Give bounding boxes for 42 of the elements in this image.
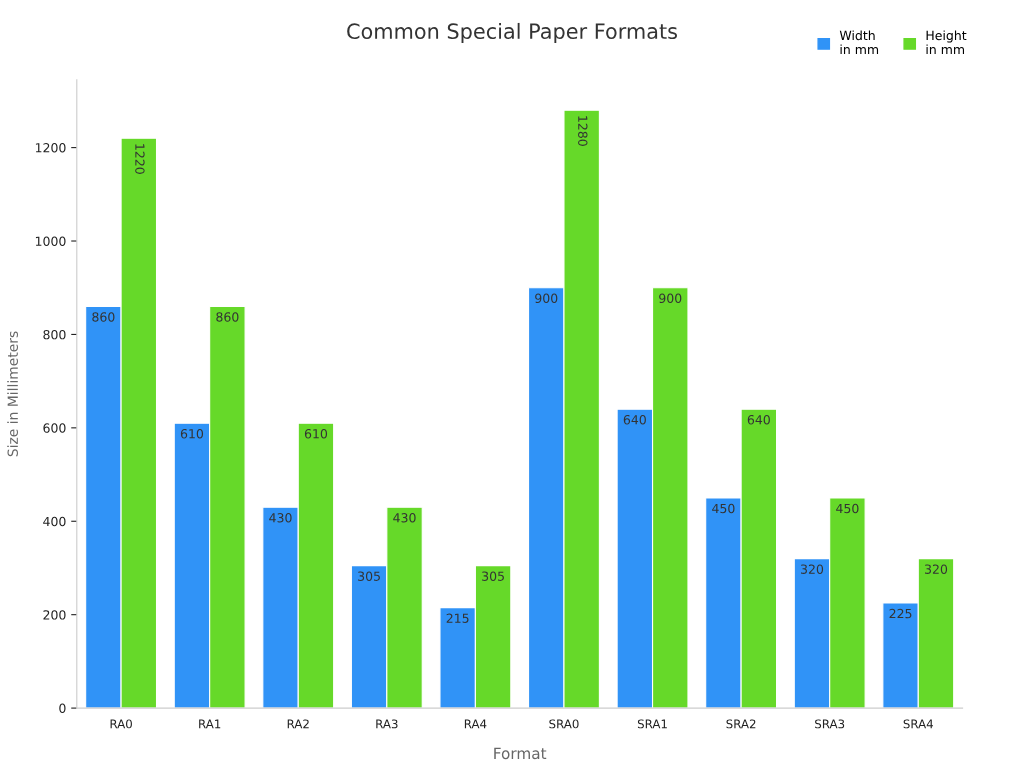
data-label: 610 [304, 429, 328, 439]
x-tick-label: RA4 [464, 719, 487, 729]
x-axis-title: Format [494, 747, 547, 760]
data-label: 215 [446, 613, 469, 623]
data-label: 640 [747, 414, 770, 425]
data-label: 610 [180, 429, 204, 439]
y-tick-label: 800 [43, 329, 66, 340]
y-tick-label: 200 [43, 610, 66, 620]
y-axis-title: Size in Millimeters [7, 331, 18, 457]
legend-label: Height in mm [926, 30, 967, 54]
legend-label: Width in mm [839, 30, 879, 54]
x-tick-label: SRA2 [726, 719, 756, 729]
x-tick-label: RA1 [199, 719, 221, 729]
x-tick-label: RA0 [110, 719, 132, 729]
data-label: 640 [623, 414, 646, 425]
data-label: 450 [712, 503, 735, 514]
y-tick-label: 1000 [35, 236, 66, 246]
data-label: 1220 [135, 144, 145, 174]
y-tick-label: 0 [59, 703, 66, 714]
data-label: 860 [92, 312, 115, 322]
x-tick-label: SRA4 [903, 719, 934, 729]
data-label: 305 [482, 571, 504, 581]
x-tick-label: SRA0 [549, 719, 579, 729]
x-tick-label: RA2 [287, 719, 309, 729]
x-tick-label: RA3 [376, 719, 398, 729]
data-label: 320 [801, 564, 824, 574]
data-label: 900 [659, 293, 682, 303]
data-label: 320 [925, 564, 948, 574]
data-label: 860 [216, 312, 239, 322]
data-label: 450 [836, 503, 859, 514]
y-tick-label: 400 [43, 516, 66, 527]
y-tick-label: 600 [43, 423, 66, 433]
data-label: 430 [269, 513, 292, 523]
data-label: 1280 [578, 116, 588, 146]
x-tick-label: SRA1 [637, 719, 667, 729]
chart-title: Common Special Paper Formats [347, 22, 677, 44]
data-label: 430 [393, 513, 416, 523]
data-label: 305 [358, 571, 380, 581]
data-label: 225 [889, 608, 912, 619]
y-tick-label: 1200 [35, 143, 66, 153]
data-label: 900 [535, 293, 558, 303]
x-tick-label: SRA3 [815, 719, 845, 729]
